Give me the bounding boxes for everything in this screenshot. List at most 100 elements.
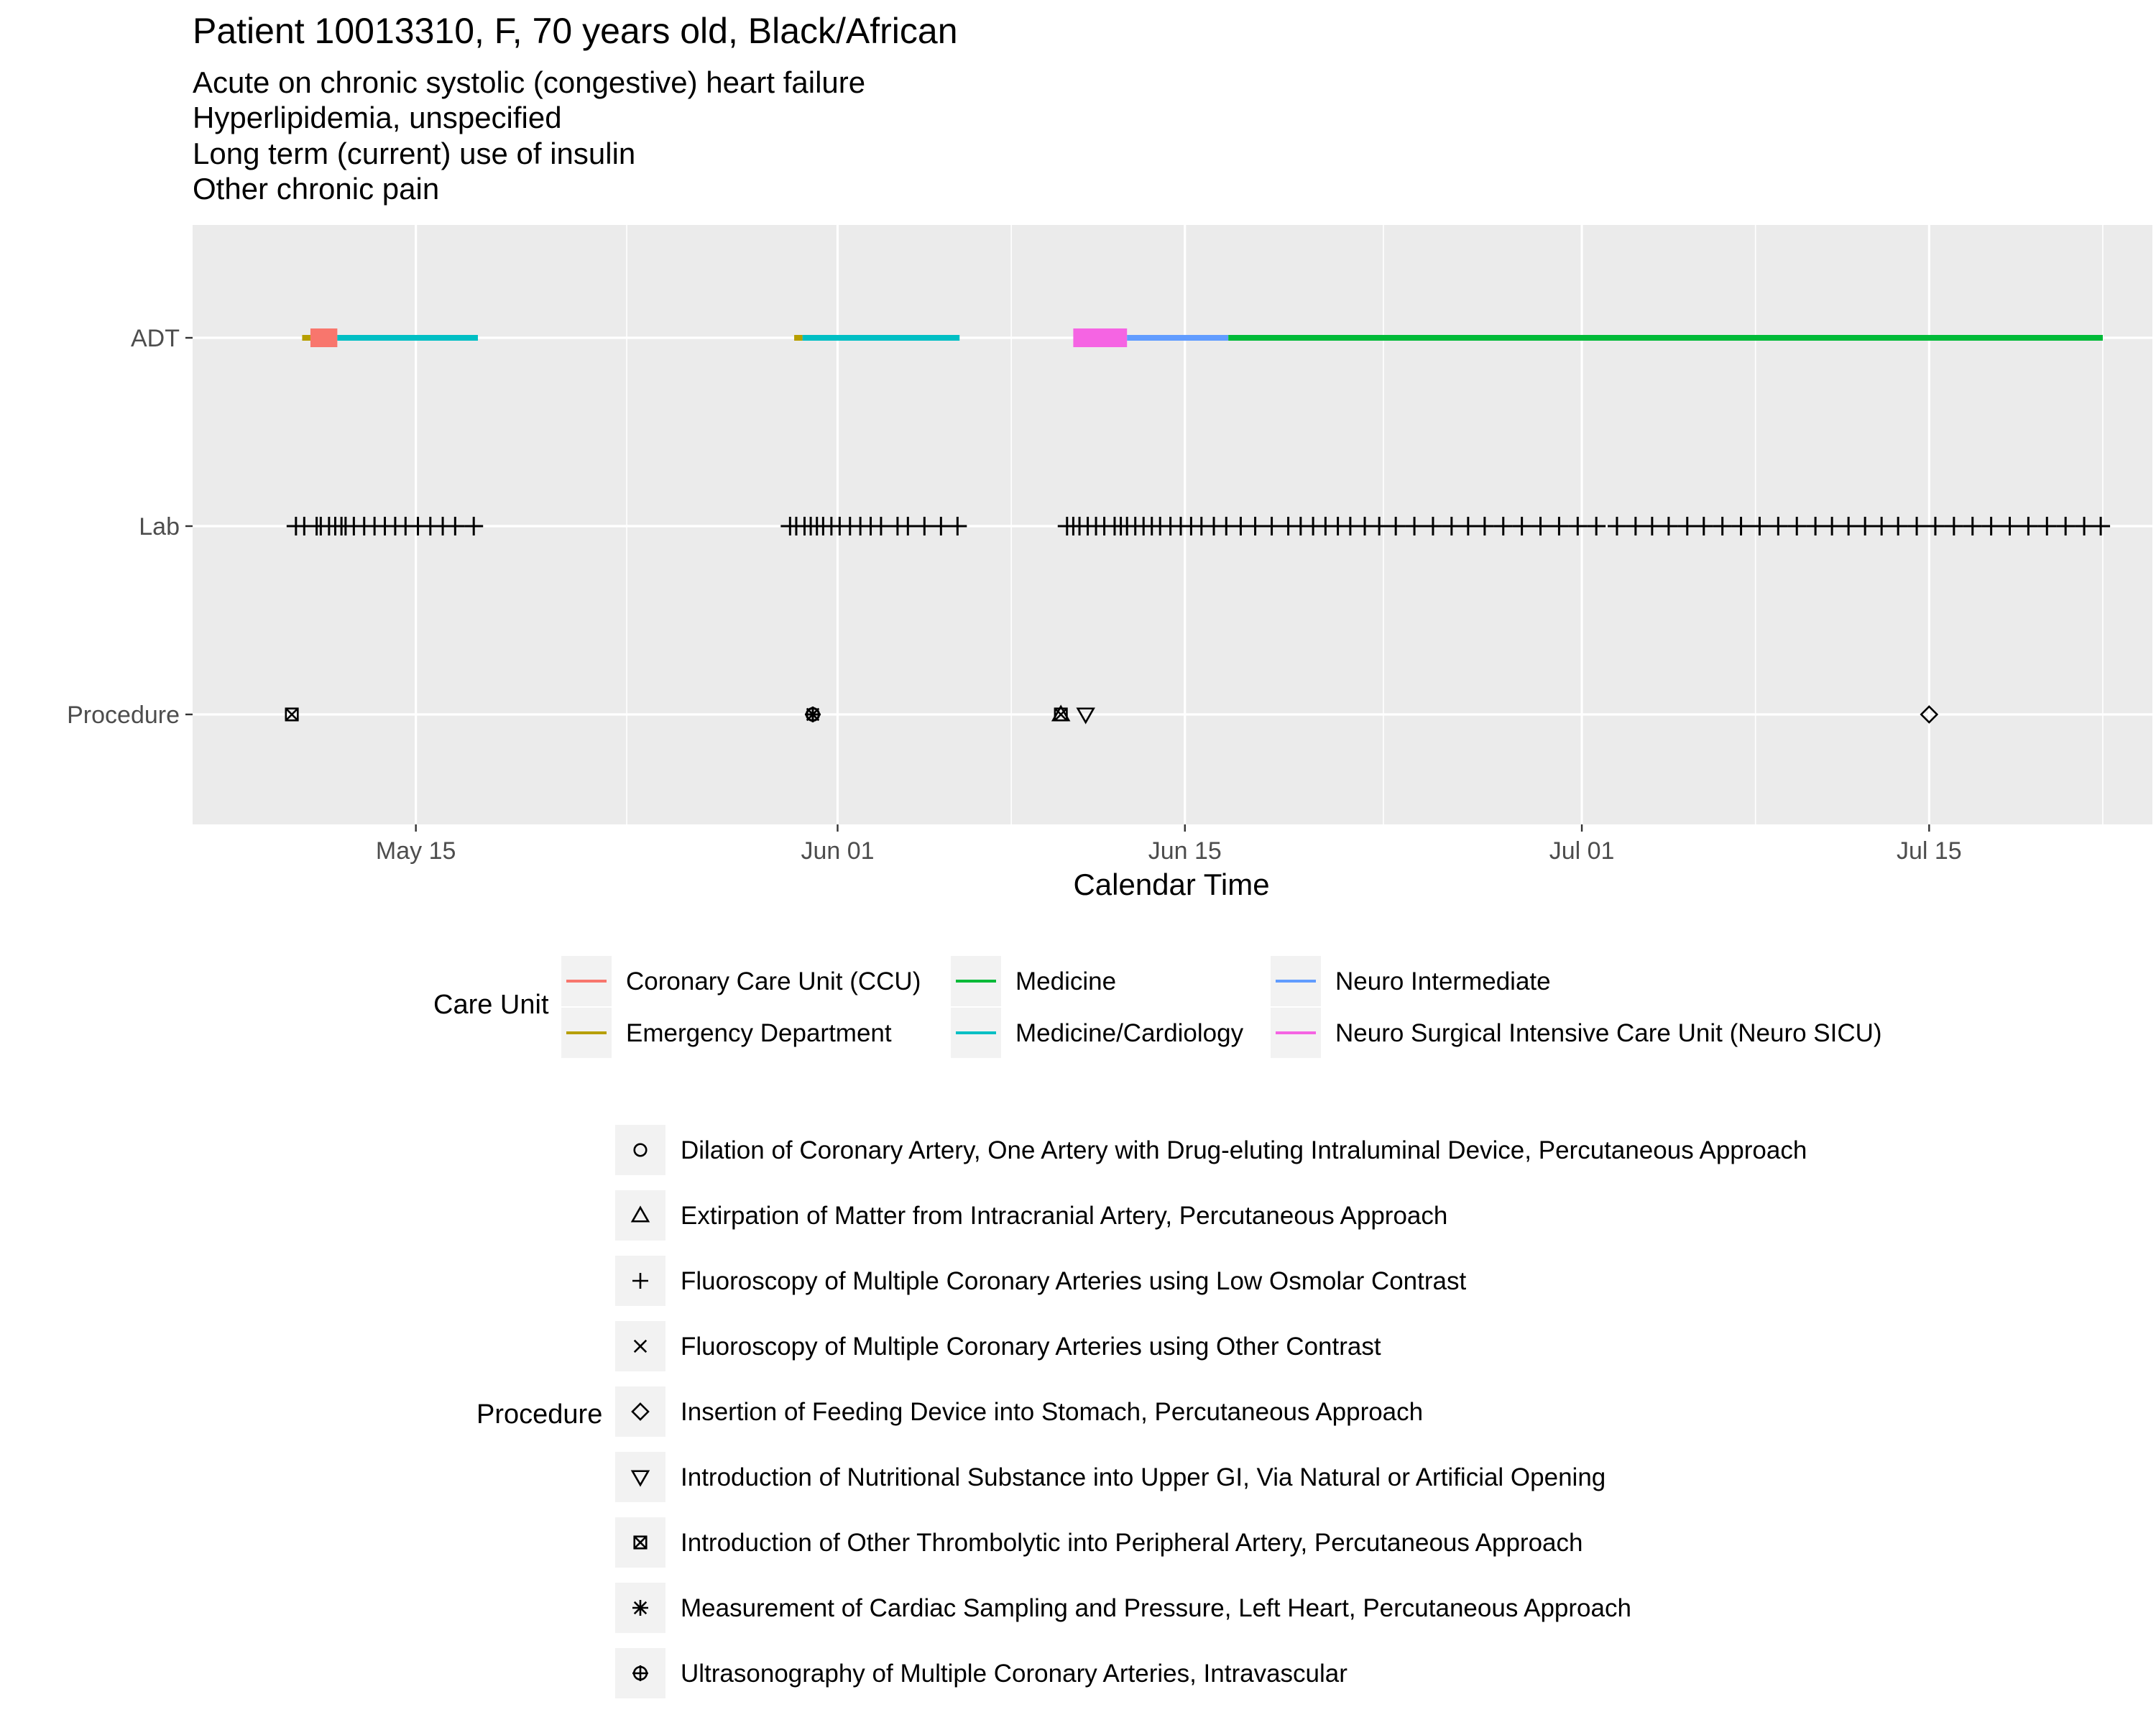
subtitle-line-1: Acute on chronic systolic (congestive) h…	[193, 65, 865, 99]
care-unit-legend-item: Medicine/Cardiology	[951, 1008, 1244, 1058]
legend-key-shape	[630, 1470, 650, 1487]
legend-key-shape	[633, 1143, 648, 1157]
legend-key-shape	[632, 1600, 648, 1616]
procedure-legend-item: Introduction of Nutritional Substance in…	[615, 1452, 1606, 1502]
legend-key-shape	[632, 1665, 648, 1681]
lab-event-mark	[1386, 517, 1406, 535]
procedure-legend-item: Measurement of Cardiac Sampling and Pres…	[615, 1583, 1631, 1633]
procedure-legend-item: Fluoroscopy of Multiple Coronary Arterie…	[615, 1321, 1381, 1371]
legend-key-shape	[632, 1273, 648, 1289]
adt-segment	[337, 335, 478, 341]
adt-segment	[302, 335, 310, 341]
lab-event-mark	[1587, 517, 1606, 535]
lab-event-mark	[1642, 517, 1662, 535]
adt-segment	[802, 335, 960, 341]
lab-event-mark	[2091, 517, 2111, 535]
legend-key-bg	[615, 1125, 665, 1175]
lab-track	[286, 517, 2111, 535]
legend-key-shape	[633, 1339, 648, 1353]
procedure-event-mark	[285, 707, 299, 722]
procedure-legend-label: Insertion of Feeding Device into Stomach…	[681, 1398, 1423, 1426]
lab-event-mark	[1925, 517, 1945, 535]
lab-event-mark	[1750, 517, 1769, 535]
procedure-legend-item: Introduction of Other Thrombolytic into …	[615, 1517, 1583, 1568]
care-unit-legend-label: Neuro Surgical Intensive Care Unit (Neur…	[1335, 1019, 1882, 1047]
care-unit-legend: Coronary Care Unit (CCU) Emergency Depart…	[561, 956, 1882, 1058]
lab-event-mark	[1769, 517, 1788, 535]
procedure-legend-item: Dilation of Coronary Artery, One Artery …	[615, 1125, 1807, 1175]
legend-key-bg	[615, 1386, 665, 1437]
lab-event-mark	[1731, 517, 1751, 535]
y-axis: ADT Lab Procedure	[67, 325, 193, 729]
subtitle-line-2: Hyperlipidemia, unspecified	[193, 101, 562, 134]
lab-event-mark	[2000, 517, 2019, 535]
procedure-event-mark	[1051, 704, 1071, 722]
lab-event-mark	[1458, 517, 1478, 535]
lab-event-mark	[1787, 517, 1807, 535]
lab-event-mark	[931, 517, 951, 535]
procedure-event-mark	[804, 707, 821, 722]
procedure-event-mark	[1920, 705, 1939, 724]
subtitle-line-3: Long term (current) use of insulin	[193, 137, 635, 170]
lab-event-mark	[1659, 517, 1678, 535]
lab-event-mark	[1370, 517, 1389, 535]
y-tick-label: Lab	[139, 513, 180, 540]
lab-event-mark	[1944, 517, 1963, 535]
procedure-legend-item: Extirpation of Matter from Intracranial …	[615, 1190, 1447, 1241]
lab-event-mark	[871, 517, 890, 535]
adt-segment	[1228, 335, 2103, 341]
care-unit-legend-label: Coronary Care Unit (CCU)	[626, 967, 921, 995]
y-tick-label: Procedure	[67, 702, 180, 729]
adt-segment	[1127, 335, 1229, 341]
procedure-legend-item: Fluoroscopy of Multiple Coronary Arterie…	[615, 1256, 1466, 1306]
care-unit-legend-title: Care Unit	[433, 990, 549, 1020]
procedure-legend-label: Ultrasonography of Multiple Coronary Art…	[681, 1660, 1348, 1688]
adt-segment	[794, 335, 803, 341]
lab-event-mark	[2075, 517, 2094, 535]
x-tick-label: Jun 01	[801, 837, 874, 865]
x-tick-label: Jul 01	[1549, 837, 1615, 865]
lab-event-mark	[1405, 517, 1424, 535]
lab-event-mark	[2056, 517, 2076, 535]
legend-key-shape	[630, 1205, 650, 1223]
care-unit-legend-item: Neuro Intermediate	[1271, 956, 1551, 1006]
y-tick-label: ADT	[131, 325, 180, 352]
adt-segment	[1073, 328, 1128, 347]
care-unit-legend-label: Neuro Intermediate	[1335, 967, 1551, 995]
lab-event-mark	[1694, 517, 1713, 535]
lab-event-mark	[1423, 517, 1442, 535]
lab-event-mark	[948, 517, 967, 535]
lab-event-mark	[1823, 517, 1842, 535]
x-tick-label: Jun 15	[1148, 837, 1222, 865]
lab-event-mark	[2037, 517, 2057, 535]
lab-event-mark	[1963, 517, 1982, 535]
care-unit-legend-label: Emergency Department	[626, 1019, 892, 1047]
procedure-legend-item: Insertion of Feeding Device into Stomach…	[615, 1386, 1423, 1437]
lab-event-mark	[1856, 517, 1875, 535]
lab-event-mark	[1531, 517, 1550, 535]
lab-event-mark	[1872, 517, 1892, 535]
x-tick-label: May 15	[376, 837, 456, 865]
care-unit-legend-item: Medicine	[951, 956, 1116, 1006]
care-unit-legend-item: Coronary Care Unit (CCU)	[561, 956, 921, 1006]
legend-key-bg	[615, 1452, 665, 1502]
procedure-legend-label: Fluoroscopy of Multiple Coronary Arterie…	[681, 1267, 1466, 1295]
procedure-legend: Dilation of Coronary Artery, One Artery …	[615, 1125, 1807, 1698]
lab-event-mark	[1839, 517, 1858, 535]
procedure-legend-label: Extirpation of Matter from Intracranial …	[681, 1202, 1447, 1230]
lab-event-mark	[1607, 517, 1626, 535]
lab-event-mark	[1475, 517, 1494, 535]
lab-event-mark	[1677, 517, 1697, 535]
lab-event-mark	[1889, 517, 1908, 535]
legend-key-shape	[631, 1402, 650, 1421]
lab-event-mark	[1262, 517, 1281, 535]
lab-event-mark	[1549, 517, 1569, 535]
lab-event-mark	[1713, 517, 1732, 535]
procedure-track	[285, 704, 1939, 724]
x-axis: May 15 Jun 01 Jun 15 Jul 01 Jul 15	[376, 824, 1962, 865]
procedure-legend-label: Introduction of Other Thrombolytic into …	[681, 1529, 1583, 1557]
procedure-legend-item: Ultrasonography of Multiple Coronary Art…	[615, 1648, 1348, 1698]
care-unit-legend-label: Medicine	[1015, 967, 1116, 995]
adt-segment	[310, 328, 338, 347]
